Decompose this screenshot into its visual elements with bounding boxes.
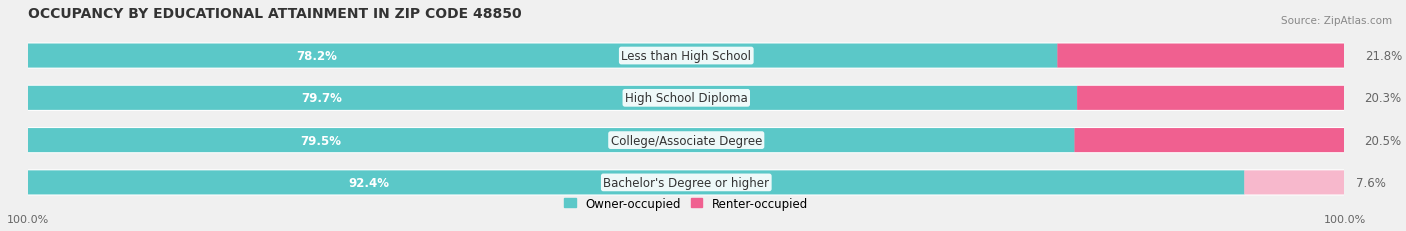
Text: 92.4%: 92.4% bbox=[349, 176, 389, 189]
Text: OCCUPANCY BY EDUCATIONAL ATTAINMENT IN ZIP CODE 48850: OCCUPANCY BY EDUCATIONAL ATTAINMENT IN Z… bbox=[28, 7, 522, 21]
FancyBboxPatch shape bbox=[28, 128, 1074, 152]
Text: 79.7%: 79.7% bbox=[301, 92, 342, 105]
FancyBboxPatch shape bbox=[28, 171, 1344, 195]
Text: 20.5%: 20.5% bbox=[1365, 134, 1402, 147]
FancyBboxPatch shape bbox=[1074, 128, 1344, 152]
FancyBboxPatch shape bbox=[28, 44, 1344, 68]
FancyBboxPatch shape bbox=[28, 86, 1077, 110]
Text: 20.3%: 20.3% bbox=[1364, 92, 1402, 105]
Text: High School Diploma: High School Diploma bbox=[624, 92, 748, 105]
Text: 79.5%: 79.5% bbox=[301, 134, 342, 147]
FancyBboxPatch shape bbox=[28, 171, 1244, 195]
Text: 7.6%: 7.6% bbox=[1355, 176, 1386, 189]
FancyBboxPatch shape bbox=[1244, 171, 1344, 195]
FancyBboxPatch shape bbox=[28, 44, 1057, 68]
FancyBboxPatch shape bbox=[28, 86, 1344, 110]
FancyBboxPatch shape bbox=[1057, 44, 1344, 68]
Legend: Owner-occupied, Renter-occupied: Owner-occupied, Renter-occupied bbox=[561, 193, 811, 213]
FancyBboxPatch shape bbox=[28, 128, 1344, 152]
Text: 21.8%: 21.8% bbox=[1365, 50, 1403, 63]
Text: Source: ZipAtlas.com: Source: ZipAtlas.com bbox=[1281, 16, 1392, 26]
Text: 78.2%: 78.2% bbox=[295, 50, 337, 63]
Text: Less than High School: Less than High School bbox=[621, 50, 751, 63]
FancyBboxPatch shape bbox=[1077, 86, 1344, 110]
Text: Bachelor's Degree or higher: Bachelor's Degree or higher bbox=[603, 176, 769, 189]
Text: College/Associate Degree: College/Associate Degree bbox=[610, 134, 762, 147]
